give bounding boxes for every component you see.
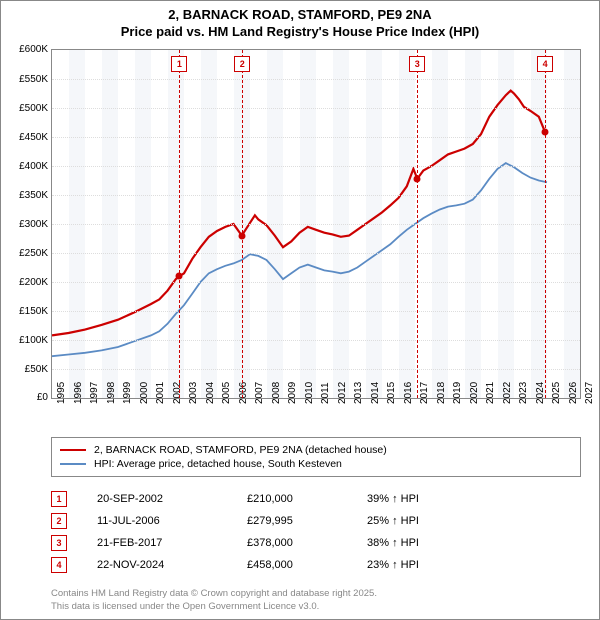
chart-title: 2, BARNACK ROAD, STAMFORD, PE9 2NA Price… xyxy=(1,7,599,41)
table-row: 3 21-FEB-2017£378,00038% ↑ HPI xyxy=(51,535,581,551)
y-gridline: £200K xyxy=(52,282,580,283)
legend-label: 2, BARNACK ROAD, STAMFORD, PE9 2NA (deta… xyxy=(94,444,387,456)
marker-box: 2 xyxy=(234,56,250,72)
row-hpi: 38% ↑ HPI xyxy=(367,537,487,549)
footer-line-2: This data is licensed under the Open Gov… xyxy=(51,601,319,612)
y-gridline: £400K xyxy=(52,166,580,167)
y-axis-label: £200K xyxy=(4,277,48,288)
marker-box: 4 xyxy=(537,56,553,72)
y-axis-label: £550K xyxy=(4,74,48,85)
y-axis-label: £50K xyxy=(4,364,48,375)
row-marker: 4 xyxy=(51,557,67,573)
y-axis-label: £100K xyxy=(4,335,48,346)
y-axis-label: £400K xyxy=(4,161,48,172)
plot-area: £0£50K£100K£150K£200K£250K£300K£350K£400… xyxy=(51,49,581,399)
marker-dot xyxy=(176,273,183,280)
marker-dot xyxy=(542,129,549,136)
y-gridline: £550K xyxy=(52,79,580,80)
row-price: £378,000 xyxy=(247,537,367,549)
row-hpi: 25% ↑ HPI xyxy=(367,515,487,527)
marker-dot xyxy=(239,232,246,239)
table-row: 2 11-JUL-2006£279,99525% ↑ HPI xyxy=(51,513,581,529)
table-row: 1 20-SEP-2002£210,00039% ↑ HPI xyxy=(51,491,581,507)
y-gridline: £350K xyxy=(52,195,580,196)
marker-box: 1 xyxy=(171,56,187,72)
row-marker: 3 xyxy=(51,535,67,551)
footer-text: Contains HM Land Registry data © Crown c… xyxy=(51,588,377,613)
title-line-1: 2, BARNACK ROAD, STAMFORD, PE9 2NA xyxy=(168,7,431,22)
marker-dot xyxy=(414,175,421,182)
data-table: 1 20-SEP-2002£210,00039% ↑ HPI 2 11-JUL-200… xyxy=(51,485,581,579)
row-hpi: 39% ↑ HPI xyxy=(367,493,487,505)
y-gridline: £150K xyxy=(52,311,580,312)
y-axis-label: £450K xyxy=(4,132,48,143)
y-gridline: £300K xyxy=(52,224,580,225)
y-axis-label: £300K xyxy=(4,219,48,230)
title-line-2: Price paid vs. HM Land Registry's House … xyxy=(121,24,480,39)
row-hpi: 23% ↑ HPI xyxy=(367,559,487,571)
y-gridline: £450K xyxy=(52,137,580,138)
y-gridline: £100K xyxy=(52,340,580,341)
chart-container: 2, BARNACK ROAD, STAMFORD, PE9 2NA Price… xyxy=(0,0,600,620)
legend: 2, BARNACK ROAD, STAMFORD, PE9 2NA (deta… xyxy=(51,437,581,477)
y-axis-label: £250K xyxy=(4,248,48,259)
series-hpi xyxy=(52,163,547,356)
legend-label: HPI: Average price, detached house, Sout… xyxy=(94,458,342,470)
table-row: 4 22-NOV-2024£458,00023% ↑ HPI xyxy=(51,557,581,573)
y-gridline: £250K xyxy=(52,253,580,254)
series-property xyxy=(52,91,547,336)
y-axis-label: £150K xyxy=(4,306,48,317)
y-axis-label: £600K xyxy=(4,44,48,55)
row-date: 21-FEB-2017 xyxy=(97,537,247,549)
y-axis-label: £0 xyxy=(4,392,48,403)
row-date: 20-SEP-2002 xyxy=(97,493,247,505)
row-date: 22-NOV-2024 xyxy=(97,559,247,571)
row-price: £279,995 xyxy=(247,515,367,527)
row-date: 11-JUL-2006 xyxy=(97,515,247,527)
footer-line-1: Contains HM Land Registry data © Crown c… xyxy=(51,588,377,599)
y-axis-label: £350K xyxy=(4,190,48,201)
legend-item-hpi: HPI: Average price, detached house, Sout… xyxy=(60,458,572,470)
y-gridline: £50K xyxy=(52,369,580,370)
marker-line xyxy=(242,50,243,398)
row-marker: 2 xyxy=(51,513,67,529)
marker-line xyxy=(417,50,418,398)
y-axis-label: £500K xyxy=(4,103,48,114)
legend-swatch xyxy=(60,463,86,465)
row-price: £458,000 xyxy=(247,559,367,571)
y-gridline: £500K xyxy=(52,108,580,109)
marker-line xyxy=(545,50,546,398)
legend-item-property: 2, BARNACK ROAD, STAMFORD, PE9 2NA (deta… xyxy=(60,444,572,456)
row-price: £210,000 xyxy=(247,493,367,505)
marker-line xyxy=(179,50,180,398)
marker-box: 3 xyxy=(409,56,425,72)
legend-swatch xyxy=(60,449,86,451)
row-marker: 1 xyxy=(51,491,67,507)
